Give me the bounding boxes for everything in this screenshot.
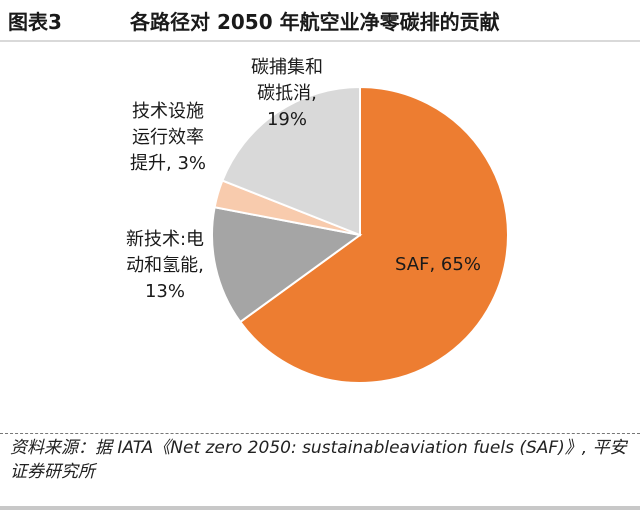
- slice-label: 碳捕集和碳抵消, 19%: [251, 57, 323, 130]
- source-note: 资料来源：据 IATA《Net zero 2050: sustainableav…: [10, 438, 627, 482]
- pie-chart: SAF, 65% 新技术:电动和氢能, 13% 技术设施运行效率提升, 3% 碳捕集和碳…: [126, 57, 509, 384]
- pie-slice: [211, 206, 363, 324]
- pie-slice: [238, 85, 509, 384]
- figure-title: 各路径对 2050 年航空业净零碳排的贡献: [130, 10, 500, 34]
- slice-label: SAF, 65%: [395, 254, 481, 275]
- slice-label: 新技术:电动和氢能, 13%: [126, 229, 204, 302]
- figure-number: 图表3: [8, 10, 62, 34]
- bottom-bar: [0, 506, 640, 510]
- pie-slice: [221, 85, 361, 237]
- figure-header: 图表3 各路径对 2050 年航空业净零碳排的贡献: [0, 0, 640, 36]
- source-divider: [0, 433, 640, 434]
- slice-label: 技术设施运行效率提升, 3%: [130, 101, 206, 174]
- title-divider: [0, 40, 640, 42]
- pie-labels: SAF, 65% 新技术:电动和氢能, 13% 技术设施运行效率提升, 3% 碳捕集和碳…: [126, 57, 481, 302]
- pie-slices: [211, 85, 509, 384]
